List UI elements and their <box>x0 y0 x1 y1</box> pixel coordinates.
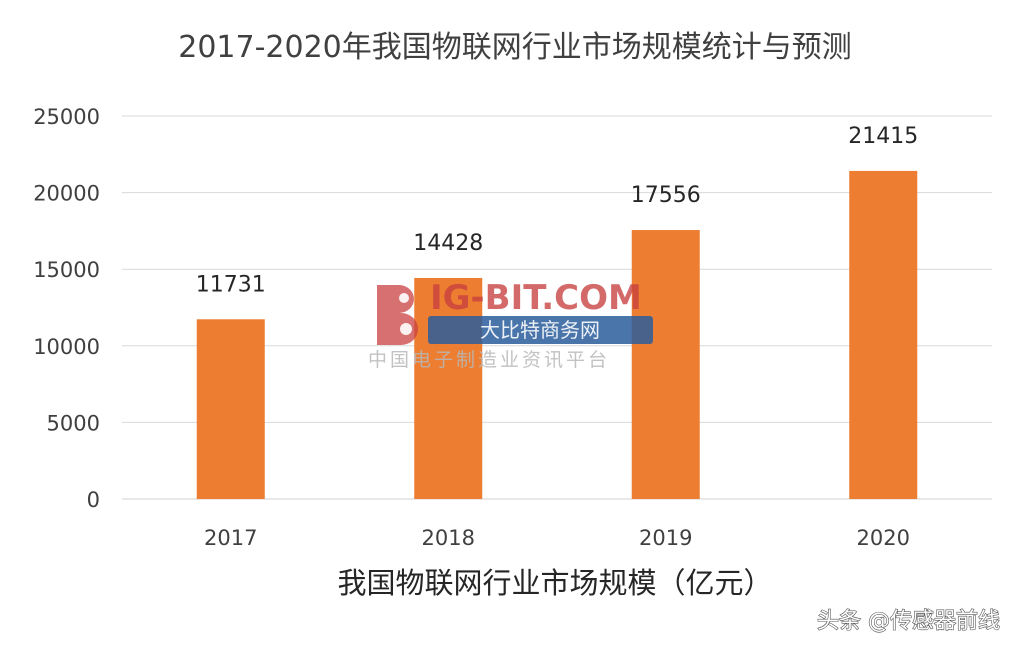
y-tick-label: 10000 <box>33 335 100 359</box>
x-tick-label-2017: 2017 <box>204 526 257 550</box>
y-tick-label: 15000 <box>33 258 100 282</box>
data-label-2019: 17556 <box>631 183 701 208</box>
bar-2019 <box>631 230 700 499</box>
footer-credit: 头条 @传感器前线 <box>817 609 1000 634</box>
watermark-b-emblem <box>377 285 418 345</box>
watermark-subtext: 大比特商务网 <box>480 318 600 342</box>
y-axis-tick-labels: 0 5000 10000 15000 20000 25000 <box>33 105 100 512</box>
data-labels: 11731 14428 17556 21415 <box>196 124 919 297</box>
watermark-tagline: 中国电子制造业资讯平台 <box>368 349 610 371</box>
bars <box>196 170 918 500</box>
watermark-logo: IG-BIT.COM 大比特商务网 中国电子制造业资讯平台 <box>368 278 653 371</box>
y-tick-label: 25000 <box>33 105 100 129</box>
bar-2018 <box>414 277 483 499</box>
y-tick-label: 0 <box>87 488 100 512</box>
x-tick-label-2018: 2018 <box>422 526 475 550</box>
bar-2017 <box>196 319 265 499</box>
watermark-subtext-bg <box>428 316 653 344</box>
y-tick-label: 20000 <box>33 182 100 206</box>
data-label-2017: 11731 <box>196 272 266 297</box>
data-label-2018: 14428 <box>413 231 483 256</box>
bar-2020 <box>849 170 918 500</box>
chart-title: 2017-2020年我国物联网行业市场规模统计与预测 <box>178 30 852 65</box>
x-axis-tick-labels: 2017 2018 2019 2020 <box>204 526 910 550</box>
watermark-logo-text: IG-BIT.COM <box>430 278 642 318</box>
data-label-2020: 21415 <box>848 124 918 149</box>
x-tick-label-2020: 2020 <box>857 526 910 550</box>
gridlines <box>122 115 992 500</box>
x-axis-title: 我国物联网行业市场规模（亿元） <box>337 566 772 600</box>
x-tick-label-2019: 2019 <box>639 526 692 550</box>
y-tick-label: 5000 <box>47 411 100 435</box>
